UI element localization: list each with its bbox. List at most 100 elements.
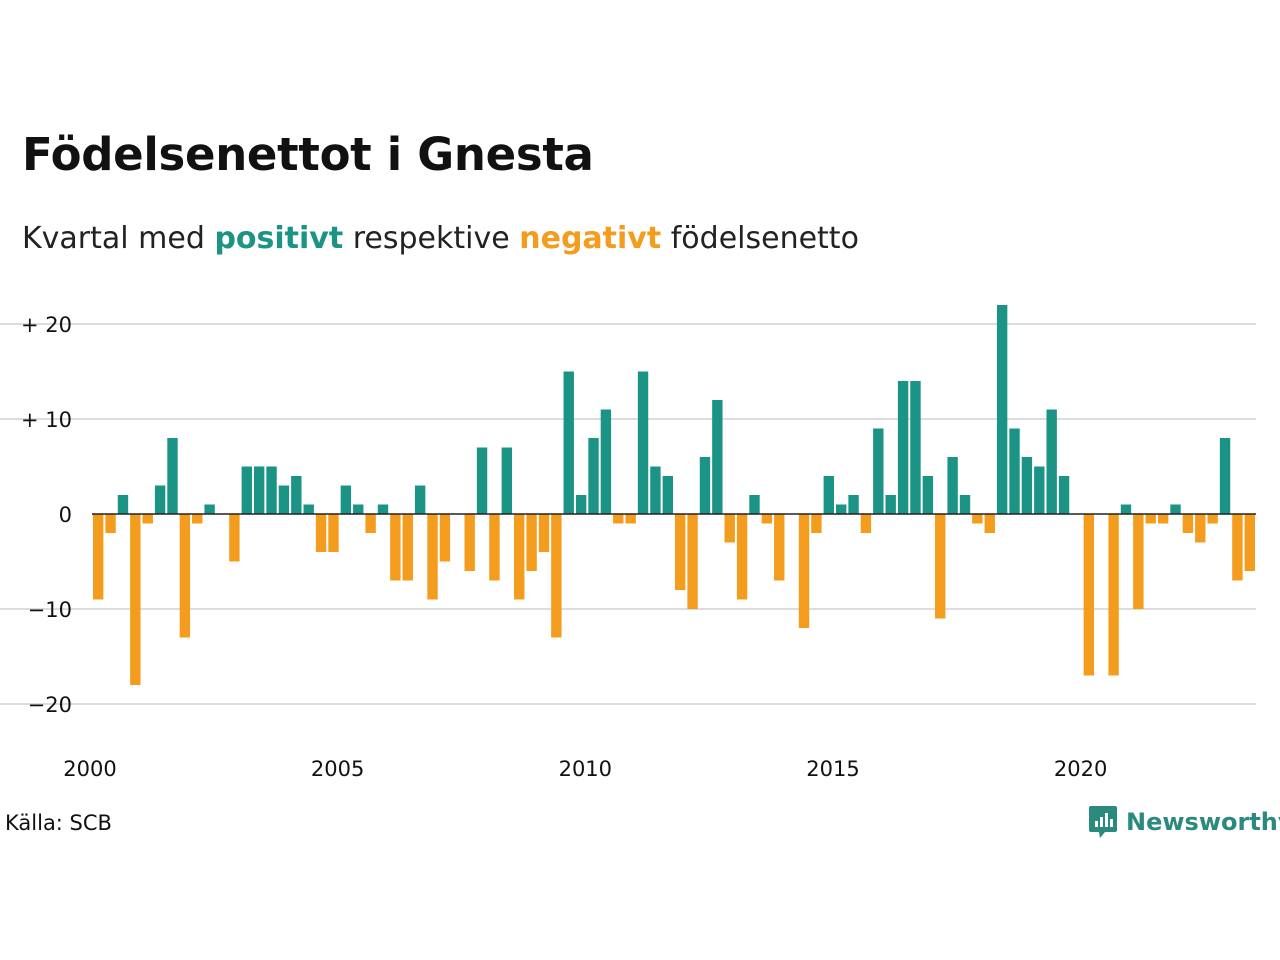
bar (1046, 409, 1057, 514)
brand-logo[interactable]: Newsworthy (1088, 803, 1280, 841)
bar (229, 514, 240, 562)
bar (625, 514, 636, 524)
bar (154, 485, 166, 514)
bar (959, 495, 971, 514)
bar (253, 466, 265, 514)
bar (996, 305, 1008, 514)
bar (1182, 514, 1194, 533)
bar (1232, 514, 1243, 581)
bar (464, 514, 475, 571)
bar (1219, 438, 1231, 514)
bar (563, 371, 574, 514)
bar (712, 400, 723, 514)
bar (699, 457, 711, 514)
subtitle-text-1: Kvartal med (22, 221, 205, 256)
bar (328, 514, 339, 552)
bar (303, 504, 314, 514)
bar (1157, 514, 1169, 524)
subtitle-negative: negativt (519, 221, 662, 256)
x-tick-label: 2010 (559, 757, 612, 781)
bar (897, 381, 909, 514)
bar (427, 514, 438, 600)
grid-lines (0, 323, 1256, 705)
bar (291, 476, 302, 514)
y-axis-tick-labels: + 20 + 10 0 −10 −20 (21, 313, 72, 717)
x-tick-label: 2005 (311, 757, 364, 781)
bar (736, 514, 748, 600)
bar (1009, 428, 1020, 514)
bar (538, 514, 550, 552)
newsworthy-logo-icon (1089, 806, 1117, 838)
bar (514, 514, 525, 600)
bar (551, 514, 562, 638)
bar (860, 514, 872, 533)
bar (798, 514, 810, 628)
bar (402, 514, 413, 581)
bar (476, 447, 488, 514)
y-tick-label: 0 (59, 503, 72, 527)
bar (761, 514, 773, 524)
bar (922, 476, 934, 514)
bar (835, 504, 847, 514)
source-note: Källa: SCB (5, 811, 112, 835)
bar (142, 514, 153, 524)
bar (204, 504, 215, 514)
bar (650, 466, 661, 514)
bar (489, 514, 500, 581)
bar (1170, 504, 1181, 514)
bar (637, 371, 649, 514)
bar (1195, 514, 1206, 543)
bar (984, 514, 995, 533)
bar (93, 514, 104, 600)
bar (749, 495, 760, 514)
bar (501, 447, 513, 514)
bar (241, 466, 252, 514)
bar (613, 514, 624, 524)
bar (1120, 504, 1132, 514)
bar (575, 495, 587, 514)
bar (130, 514, 141, 685)
x-axis-tick-labels: 2000 2005 2010 2015 2020 (63, 757, 1107, 781)
bar-chart: + 20 + 10 0 −10 −20 2000 2005 2010 2015 2020 (0, 305, 1256, 781)
bar (526, 514, 537, 571)
bar (947, 457, 958, 514)
subtitle-text-2: respektive (352, 221, 510, 256)
bar (724, 514, 735, 543)
y-tick-label: + 20 (21, 313, 72, 337)
bars (93, 305, 1255, 685)
bar (811, 514, 822, 533)
bar (910, 381, 921, 514)
bar (390, 514, 401, 581)
x-tick-label: 2015 (806, 757, 859, 781)
y-tick-label: −10 (28, 598, 72, 622)
subtitle-positive: positivt (214, 221, 344, 256)
y-tick-label: + 10 (21, 408, 72, 432)
bar (687, 514, 698, 609)
bar (1108, 514, 1119, 676)
bar (972, 514, 983, 524)
bar (1034, 466, 1045, 514)
chart-subtitle: Kvartal med positivt respektive negativt… (22, 221, 859, 256)
x-tick-label: 2000 (63, 757, 116, 781)
bar (1145, 514, 1156, 524)
bar (1133, 514, 1144, 609)
bar (179, 514, 191, 638)
bar (1207, 514, 1218, 524)
subtitle-text-3: födelsenetto (670, 221, 859, 256)
bar (600, 409, 612, 514)
bar (662, 476, 673, 514)
bar (105, 514, 116, 533)
bar (439, 514, 451, 562)
bar (823, 476, 834, 514)
bar (885, 495, 896, 514)
brand-name: Newsworthy (1126, 808, 1280, 836)
bar (315, 514, 327, 552)
bar (935, 514, 946, 619)
bar (167, 438, 178, 514)
bar (675, 514, 686, 590)
bar (278, 485, 290, 514)
bar (353, 504, 364, 514)
bar (340, 485, 352, 514)
y-tick-label: −20 (28, 693, 72, 717)
bar (1058, 476, 1070, 514)
